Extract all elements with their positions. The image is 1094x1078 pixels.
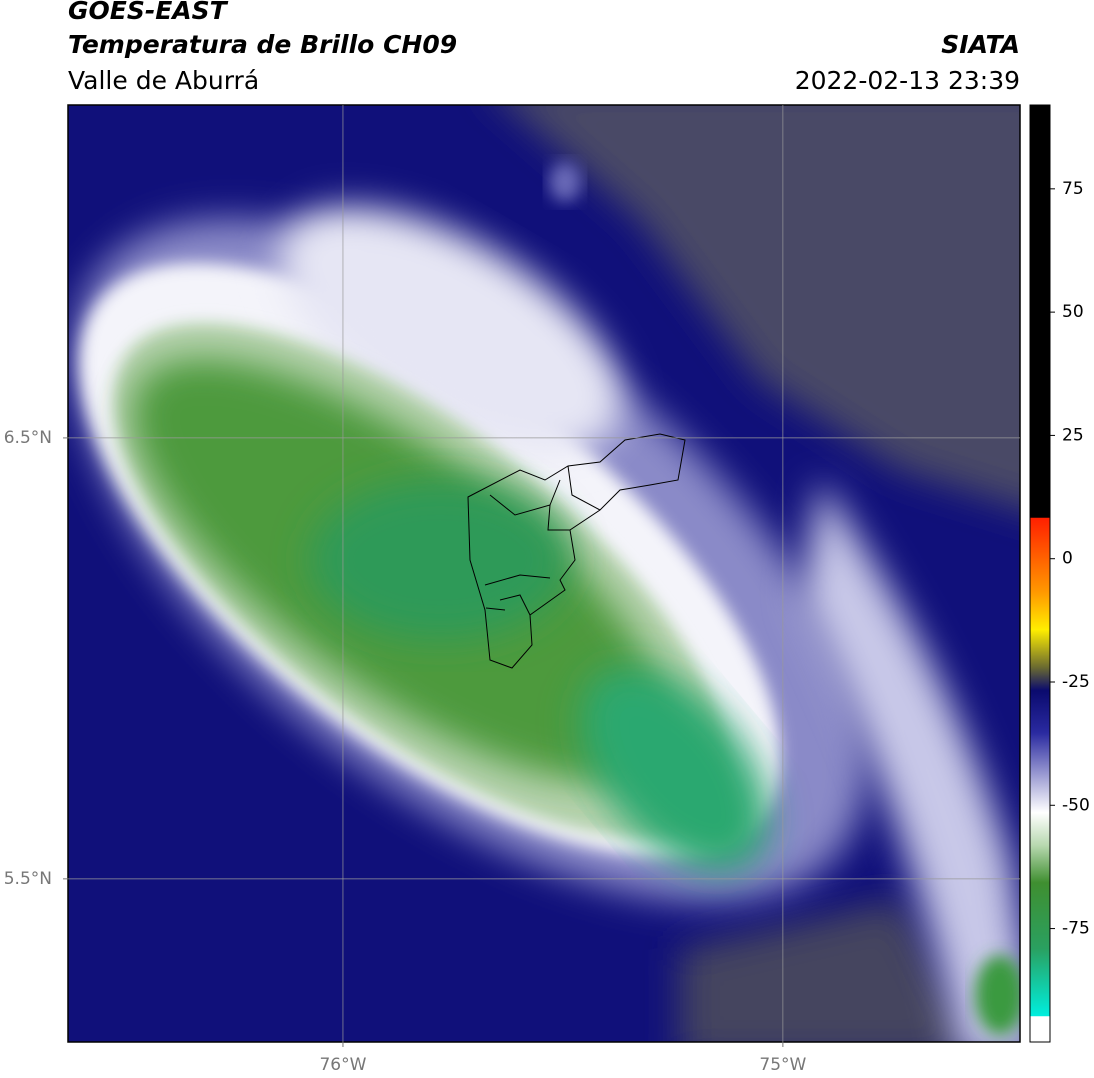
municipality-borders bbox=[467, 433, 686, 669]
colorbar-tick-label: 25 bbox=[1062, 425, 1084, 445]
x-tick-label: 75°W bbox=[759, 1055, 806, 1075]
datetime: 2022-02-13 23:39 bbox=[795, 66, 1020, 95]
colorbar-tick-label: 75 bbox=[1062, 179, 1084, 199]
satellite-image bbox=[68, 105, 1020, 1042]
colorbar-tick-label: -25 bbox=[1062, 672, 1090, 692]
subtitle: Temperatura de Brillo CH09 bbox=[68, 30, 457, 59]
x-tick-label: 76°W bbox=[319, 1055, 366, 1075]
region: Valle de Aburrá bbox=[68, 66, 259, 95]
title: GOES-EAST bbox=[68, 0, 229, 25]
colorbar-tick-label: -50 bbox=[1062, 795, 1090, 815]
map-frame bbox=[67, 104, 1021, 1043]
colorbar bbox=[1029, 104, 1051, 1043]
agency: SIATA bbox=[941, 30, 1020, 59]
colorbar-tick-label: -75 bbox=[1062, 919, 1090, 939]
colorbar-tick-label: 50 bbox=[1062, 302, 1084, 322]
colorbar-tick-label: 0 bbox=[1062, 549, 1073, 569]
y-tick-label: 5.5°N bbox=[4, 869, 52, 889]
y-tick-label: 6.5°N bbox=[4, 428, 52, 448]
